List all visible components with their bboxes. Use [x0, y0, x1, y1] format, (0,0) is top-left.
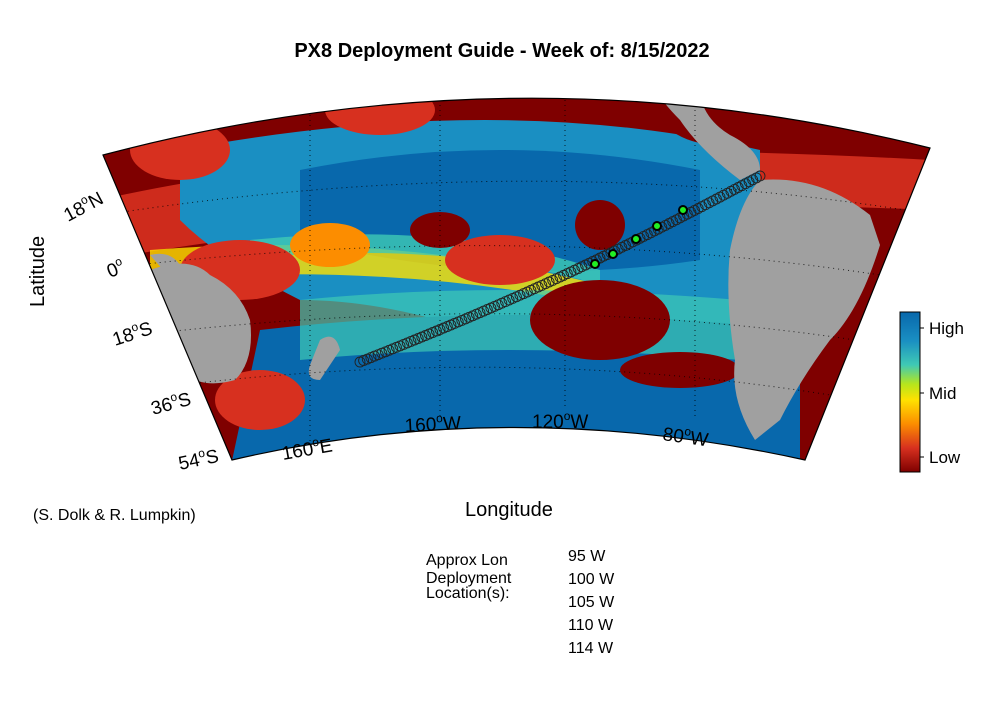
- lat-tick-label: 18oN: [59, 186, 107, 227]
- y-axis-label: Latitude: [27, 235, 49, 307]
- lon-tick-label: 120oW: [532, 409, 588, 433]
- lon-tick-label: 80oW: [661, 421, 710, 451]
- page-title: PX8 Deployment Guide - Week of: 8/15/202…: [294, 40, 710, 62]
- deployment-heading-line: Location(s):: [426, 585, 510, 602]
- deployment-marker: [652, 221, 662, 231]
- deployment-marker: [631, 234, 641, 244]
- land-central-america: [640, 98, 760, 180]
- deployment-location: 110 W: [568, 617, 614, 634]
- land-south-america: [728, 179, 880, 440]
- colorbar-label-low: Low: [929, 448, 961, 467]
- deployment-location: 100 W: [568, 571, 615, 588]
- x-axis-label: Longitude: [465, 499, 553, 521]
- land-new-guinea: [150, 253, 180, 272]
- lat-tick-label: 54oS: [176, 443, 221, 475]
- deployment-heading-line: Approx Lon: [426, 552, 508, 569]
- deployment-marker: [678, 205, 688, 215]
- map-field: [103, 98, 930, 460]
- lat-tick-label: 36oS: [148, 386, 193, 420]
- deployment-heading: Approx Lon Deployment Location(s):: [426, 552, 511, 603]
- colorbar-label-mid: Mid: [929, 384, 956, 403]
- lat-tick-label: 18oS: [109, 315, 155, 350]
- credit-text: (S. Dolk & R. Lumpkin): [33, 507, 196, 524]
- land-new-zealand: [308, 336, 340, 380]
- deployment-location: 114 W: [568, 640, 614, 657]
- colorbar-label-high: High: [929, 319, 964, 338]
- deployment-locations: 95 W 100 W 105 W 110 W 114 W: [568, 545, 614, 660]
- lat-tick-label: 0o: [103, 254, 128, 283]
- deployment-markers: [590, 205, 688, 269]
- map-frame: [102, 97, 931, 461]
- deployment-location: 105 W: [568, 594, 615, 611]
- deployment-marker: [590, 259, 600, 269]
- deployment-location: 95 W: [568, 548, 606, 565]
- ship-track: [354, 170, 766, 368]
- deployment-marker: [608, 249, 618, 259]
- track-point: [354, 356, 366, 368]
- colorbar: [899, 311, 921, 473]
- lon-tick-label: 160oW: [404, 410, 462, 437]
- deployment-heading-line: Deployment: [426, 570, 512, 587]
